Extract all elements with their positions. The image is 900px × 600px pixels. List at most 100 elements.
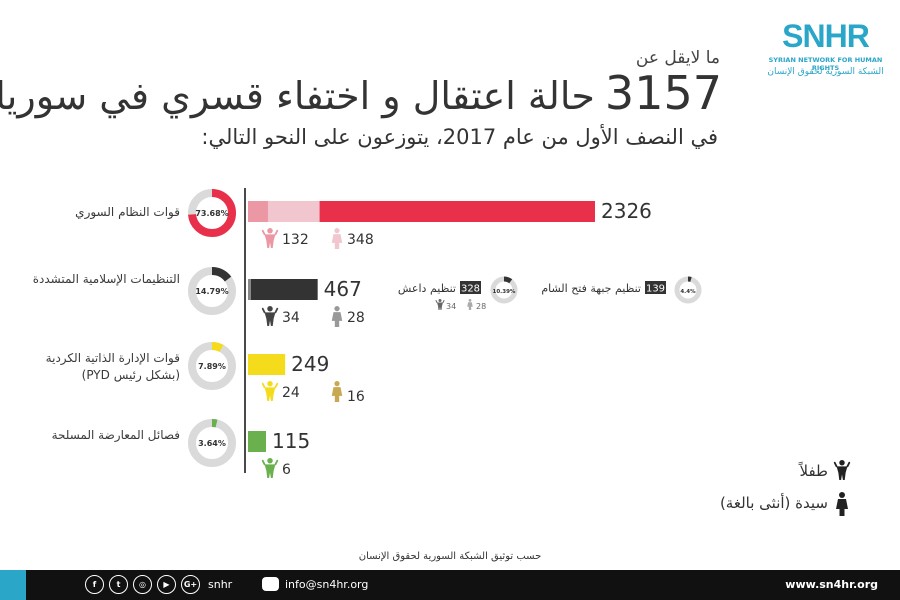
donut-regime-arc (188, 189, 236, 237)
isis-value: 328 (461, 284, 480, 295)
woman-icon-extremist-head (334, 306, 340, 312)
email-icon (262, 577, 279, 591)
legend-woman-icon-body (836, 499, 848, 516)
instagram-icon[interactable]: ◎ (133, 575, 152, 594)
child-icon-opposition-body (264, 464, 276, 478)
woman-icon-isis (467, 299, 473, 310)
source-note: حسب توثيق الشبكة السورية لحقوق الإنسان (358, 551, 542, 562)
donut-isis-label: 10.39% (493, 289, 516, 295)
woman-icon-kurdish (331, 381, 343, 402)
child-icon-isis-head (438, 299, 442, 302)
woman-icon-extremist (331, 306, 343, 327)
value-label-regime: 2326 (601, 199, 652, 223)
child-icon-regime-body (264, 234, 276, 248)
googleplus-icon[interactable]: G+ (181, 575, 200, 594)
children-count-extremist: 34 (282, 310, 300, 326)
fateh-value-box (645, 281, 666, 294)
footer-accent (0, 570, 26, 600)
snhr-logo: SNHR SYRIAN NETWORK FOR HUMAN RIGHTS الش… (763, 18, 888, 88)
row-label-opposition: فصائل المعارضة المسلحة (51, 428, 180, 442)
row-label-kurdish: قوات الإدارة الذاتية الكردية (بشكل رئيس … (45, 351, 180, 382)
legend-woman-icon-head (839, 492, 845, 498)
woman-icon-regime (331, 228, 343, 249)
child-icon-isis-arms (435, 300, 445, 303)
woman-icon-kurdish-head (334, 381, 340, 387)
children-count-kurdish: 24 (282, 385, 300, 401)
legend-child-icon-head (839, 460, 845, 466)
legend-child-icon-body (836, 466, 848, 480)
legend-child-icon (833, 460, 851, 480)
woman-icon-isis-body (467, 302, 473, 310)
child-icon-extremist (261, 306, 279, 326)
woman-icon-extremist-body (331, 312, 343, 327)
bar-regime-children (248, 201, 268, 222)
legend-children-label: طفلاً (799, 462, 828, 480)
child-icon-opposition (261, 458, 279, 478)
donut-regime-label: 73.68% (195, 209, 228, 218)
child-icon-extremist-arms (261, 307, 279, 314)
women-count-kurdish: 16 (347, 389, 365, 405)
child-icon-isis-body (437, 302, 443, 310)
women-count-extremist: 28 (347, 310, 365, 326)
child-icon-extremist-body (264, 312, 276, 326)
donut-fateh-label: 4.4% (680, 289, 696, 295)
donut-kurdish-arc (188, 342, 236, 390)
intro-text: ما لايقل عن (635, 48, 720, 68)
value-label-kurdish: 249 (291, 352, 329, 376)
donut-extremist-label: 14.79% (195, 287, 228, 296)
subtitle: في النصف الأول من عام 2017، يتوزعون على … (201, 125, 718, 149)
chart-svg: 2326 73.68% 132 348 467 14.79% 34 28 249 7.89% 24 1… (188, 189, 851, 516)
woman-icon-regime-head (334, 228, 340, 234)
email-link[interactable]: info@sn4hr.org (285, 578, 369, 591)
child-icon-kurdish-body (264, 387, 276, 401)
legend-child-icon-arms (833, 461, 851, 468)
twitter-icon[interactable]: t (109, 575, 128, 594)
bar-kurdish (248, 354, 286, 375)
bar-opposition (248, 431, 266, 452)
logo-title: SNHR (782, 18, 870, 54)
women-count-regime: 348 (347, 232, 374, 248)
value-label-extremist: 467 (324, 277, 362, 301)
child-icon-opposition-arms (261, 459, 279, 466)
child-icon-extremist-head (267, 306, 273, 312)
isis-women: 28 (476, 302, 486, 311)
children-count-regime: 132 (282, 232, 309, 248)
child-icon-kurdish-arms (261, 382, 279, 389)
child-icon-opposition-head (267, 458, 273, 464)
donut-extremist-arc (188, 267, 236, 315)
isis-value-box (460, 281, 481, 294)
child-icon-regime (261, 228, 279, 248)
child-icon-regime-arms (261, 229, 279, 236)
donut-opposition-label: 3.64% (198, 439, 226, 448)
bar-extremist-detail (248, 279, 251, 300)
isis-name: تنظيم داعش (398, 282, 456, 295)
children-count-opposition: 6 (282, 462, 291, 478)
donut-kurdish-label: 7.89% (198, 362, 226, 371)
woman-icon-kurdish-body (331, 387, 343, 402)
child-icon-kurdish (261, 381, 279, 401)
bar-extremist (248, 279, 318, 300)
donut-opposition-arc (188, 419, 236, 467)
fateh-value: 139 (646, 284, 665, 295)
headline-text: حالة اعتقال و اختفاء قسري في سوريا (0, 74, 595, 118)
legend-woman-icon (836, 492, 848, 516)
logo-subtitle-ar: الشبكة السورية لحقوق الإنسان (767, 67, 884, 77)
isis-children: 34 (446, 302, 456, 311)
child-icon-kurdish-head (267, 381, 273, 387)
facebook-icon[interactable]: f (85, 575, 104, 594)
child-icon-isis (435, 299, 445, 310)
row-label-regime: قوات النظام السوري (75, 205, 180, 219)
headline: 3157حالة اعتقال و اختفاء قسري في سوريا (0, 68, 722, 121)
logo-subtitle-en: SYRIAN NETWORK FOR HUMAN RIGHTS (768, 56, 883, 72)
fateh-name: تنظيم جبهة فتح الشام (541, 282, 641, 295)
headline-number: 3157 (604, 66, 722, 120)
child-icon-regime-head (267, 228, 273, 234)
row-label-extremist: التنظيمات الإسلامية المتشددة (32, 272, 180, 286)
legend-women-label: سيدة (أنثى بالغة) (719, 494, 828, 512)
social-handle[interactable]: snhr (208, 578, 233, 591)
value-label-opposition: 115 (272, 429, 310, 453)
donut-fateh-arc (674, 276, 702, 304)
website-link[interactable]: www.sn4hr.org (785, 578, 878, 591)
woman-icon-regime-body (331, 234, 343, 249)
youtube-icon[interactable]: ▶ (157, 575, 176, 594)
